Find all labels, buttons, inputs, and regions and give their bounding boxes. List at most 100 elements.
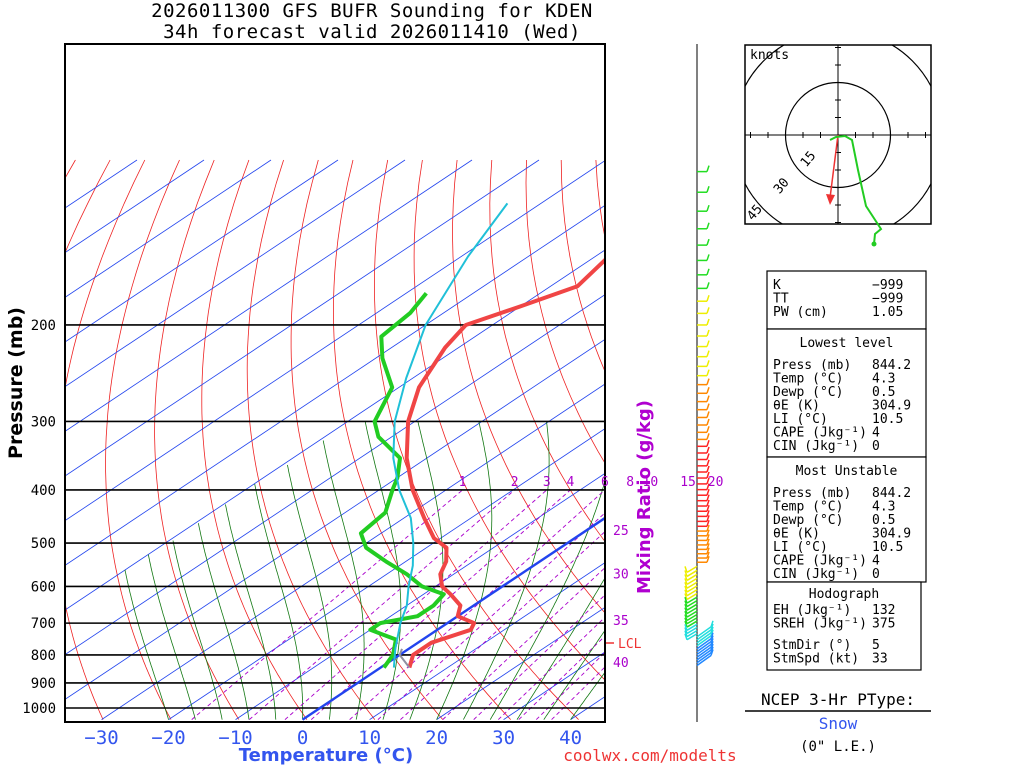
temperature-tick-label: 10: [358, 727, 381, 749]
wind-barb-flag: [706, 547, 710, 554]
trace-dewpoint: [358, 291, 446, 669]
wind-barb-flag: [710, 635, 714, 642]
isotherm-line: [503, 651, 605, 720]
mixing-ratio-tick-label: 4: [566, 475, 574, 490]
index-value: 10.5: [872, 412, 903, 427]
mixing-ratio-axis-label: Mixing Ratio (g/kg): [634, 400, 655, 594]
isotherm-line: [65, 160, 605, 522]
mixing-ratio-tick-label: 6: [601, 475, 609, 490]
index-label: PW (cm): [773, 305, 828, 320]
index-label: θE (K): [773, 527, 820, 542]
index-value: 375: [872, 617, 895, 632]
hodograph-trace: [829, 134, 883, 245]
index-label: LI (°C): [773, 540, 828, 555]
wind-barbs: [684, 165, 714, 667]
storm-motion-arrow: [829, 134, 839, 199]
wind-barb-flag: [684, 578, 688, 585]
isotherm-line: [436, 606, 605, 720]
moist-adiabat-line: [287, 464, 333, 720]
hodograph-trace-start: [871, 241, 877, 247]
freezing-isotherm: [301, 516, 605, 721]
moist-adiabat-line: [225, 504, 277, 720]
mixing-ratio-line: [191, 489, 463, 720]
dry-adiabat-line: [489, 159, 605, 543]
wind-barb-shaft: [696, 629, 712, 641]
storm-motion-arrowhead: [826, 194, 835, 205]
wind-barb-flag: [710, 641, 714, 648]
wind-barb-flag: [706, 543, 710, 550]
wind-barb-flag: [706, 465, 710, 473]
index-label: StmDir (°): [773, 638, 851, 653]
wind-barb-shaft: [696, 646, 712, 658]
index-value: 1.05: [872, 305, 903, 320]
moist-adiabat-line: [147, 554, 196, 720]
wind-barb-flag: [706, 403, 710, 410]
wind-barb-shaft: [696, 632, 712, 644]
dry-adiabat-line: [246, 159, 376, 720]
wind-barb-flag: [684, 593, 688, 600]
isotherm-line: [65, 294, 605, 656]
mixing-ratio-tick-label: 25: [613, 524, 629, 539]
index-value: 4.3: [872, 500, 895, 515]
wind-barb-flag: [706, 268, 710, 276]
wind-barb-shaft: [686, 603, 698, 611]
dry-adiabat-line: [290, 159, 444, 720]
wind-barb-flag: [706, 254, 710, 261]
mixing-ratio-line: [248, 489, 515, 720]
index-value: 33: [872, 652, 888, 667]
temperature-tick-label: −10: [218, 727, 252, 749]
temperature-tick-label: 0: [297, 727, 308, 749]
wind-barb-flag: [706, 204, 710, 212]
wind-barb-flag: [684, 570, 688, 577]
index-label: Temp (°C): [773, 500, 843, 515]
isotherm-line: [65, 249, 605, 611]
pressure-tick-label: 300: [31, 414, 56, 430]
wind-barb-shaft: [696, 649, 712, 661]
wind-barb-shaft: [686, 565, 698, 574]
wind-barb-flag: [706, 520, 710, 527]
wind-barb-flag: [710, 626, 714, 634]
wind-barb-flag: [706, 318, 710, 326]
wind-barb-flag: [706, 238, 710, 246]
indices-box: [766, 456, 927, 583]
isotherm-line: [168, 428, 605, 720]
y-axis-label: Pressure (mb): [5, 307, 27, 459]
wind-barb-flag: [706, 387, 710, 394]
index-label: TT: [773, 292, 789, 307]
moist-adiabat-line: [543, 629, 605, 720]
mixing-ratio-tick-label: 1: [459, 475, 467, 490]
trace-wet-bulb: [392, 202, 509, 668]
footer-credit: coolwx.com/modelts: [563, 746, 736, 765]
wind-barb-shaft: [686, 626, 698, 635]
wind-barb-flag: [706, 426, 710, 433]
dry-adiabat-line: [1012, 160, 1024, 720]
wind-barb-flag: [706, 510, 710, 517]
wind-barb-flag: [684, 624, 688, 631]
index-value: 304.9: [872, 527, 911, 542]
wind-barb-flag: [684, 600, 688, 607]
wind-barb-flag: [706, 282, 710, 289]
moist-adiabat-line: [409, 421, 444, 720]
wind-barb-shaft: [686, 577, 698, 586]
wind-barb-flag: [684, 633, 688, 640]
wind-barb-flag: [706, 529, 710, 537]
moist-adiabat-line: [570, 671, 605, 720]
pressure-tick-label: 1000: [22, 701, 56, 717]
mixing-ratio-tick-label: 2: [511, 475, 519, 490]
chart-subtitle: 34h forecast valid 2026011410 (Wed): [163, 21, 581, 43]
wind-barb-shaft: [686, 620, 698, 628]
indices-box: [766, 328, 927, 458]
wind-barb-flag: [684, 603, 688, 611]
x-axis-label: Temperature (°C): [239, 745, 413, 766]
wind-barb-shaft: [696, 654, 712, 667]
wind-barb-flag: [706, 515, 710, 522]
pressure-tick-label: 200: [31, 318, 56, 334]
mixing-ratio-tick-label: 40: [613, 656, 629, 671]
wind-barb-flag: [684, 630, 688, 637]
indices-panel: K −999 TT −999 PW (cm) 1.05 Lowest level Press …: [766, 270, 927, 671]
skewt-background-lines: [65, 159, 1024, 721]
pressure-tick-label: 400: [31, 483, 56, 499]
wind-barb-flag: [706, 477, 710, 485]
dry-adiabat-line: [373, 159, 579, 720]
